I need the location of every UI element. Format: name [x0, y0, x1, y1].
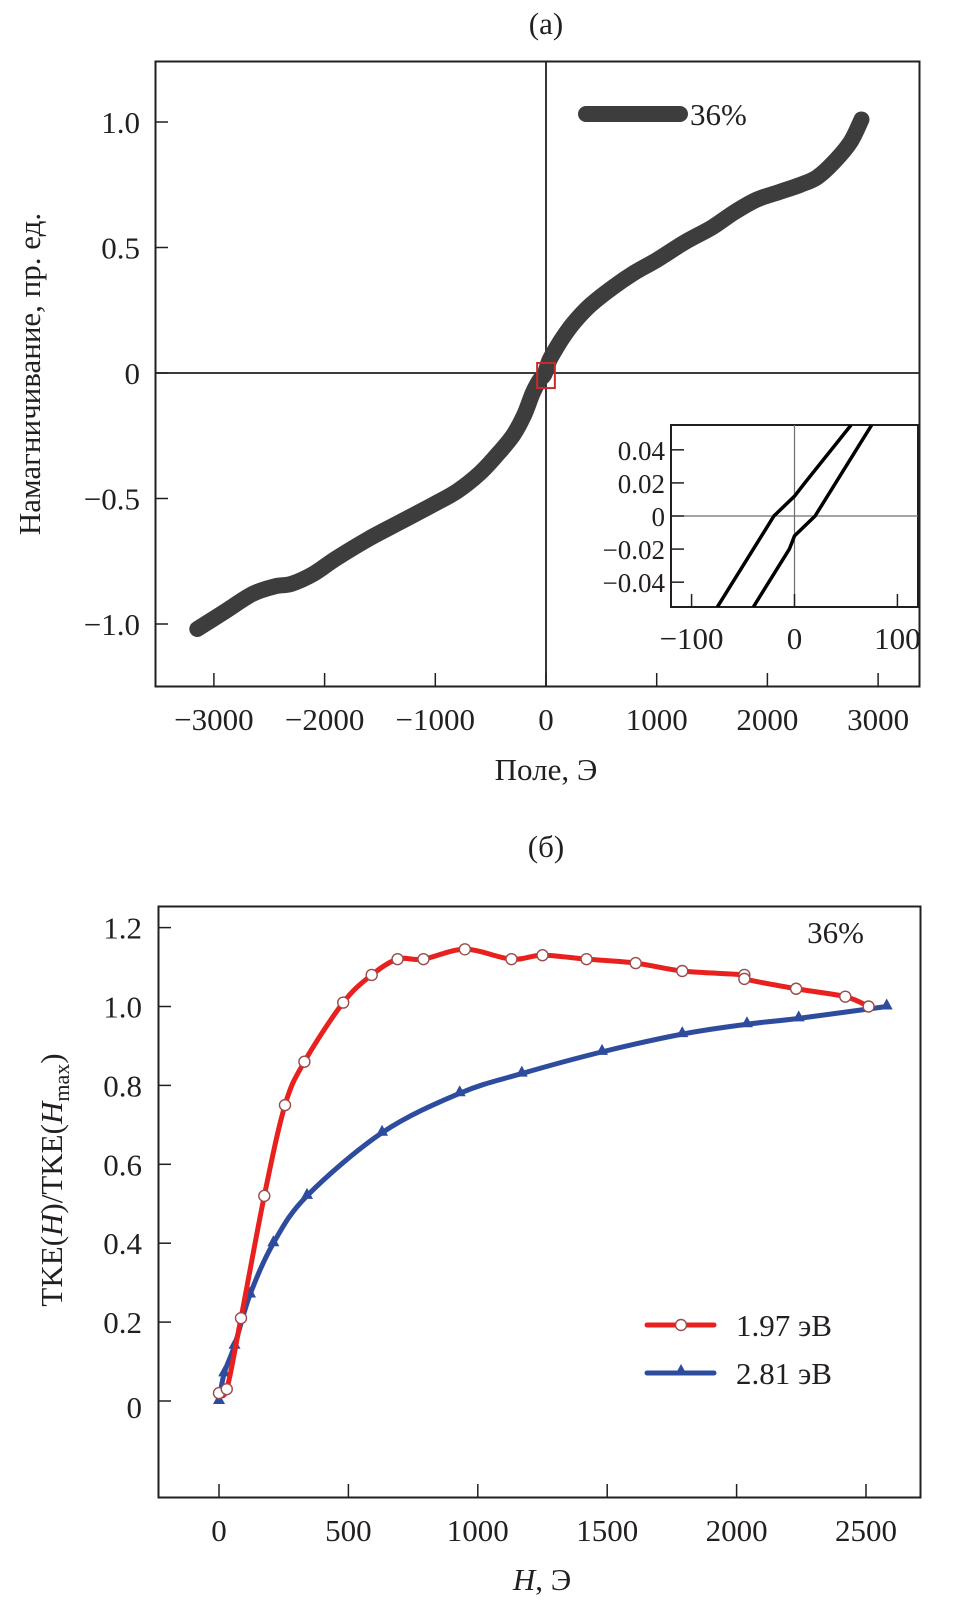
marker-triangle — [515, 1065, 528, 1077]
x-tick-label: −2000 — [285, 702, 364, 737]
panel-a-label: (a) — [529, 6, 563, 41]
panel-b-annotation: 36% — [807, 915, 864, 950]
marker-open-circle — [278, 1098, 292, 1112]
series-line-36pct — [189, 111, 870, 638]
panel-b-ticks: 0 500 1000 1500 2000 2500 0 0.2 0.4 0.6 0.8 1.0 1.2 — [103, 911, 897, 1548]
inset-x-tick-label: 100 — [874, 621, 921, 656]
marker-open-circle — [738, 972, 751, 986]
panel-a-plot-frame — [154, 60, 921, 688]
panel-b-xlabel-rest: , Э — [535, 1562, 571, 1597]
marker-triangle — [376, 1124, 389, 1136]
ylabel-part: ) — [34, 1053, 69, 1063]
marker-triangle — [453, 1085, 466, 1097]
x-tick-label: 1500 — [576, 1513, 638, 1548]
y-tick-label: −1.0 — [84, 607, 140, 642]
marker-open-circle — [505, 952, 518, 966]
marker-open-circle — [365, 968, 378, 982]
panel-b-xlabel: H, Э — [512, 1562, 571, 1597]
y-tick-label: −0.5 — [84, 482, 140, 517]
y-tick-label: 1.0 — [101, 105, 140, 140]
y-tick-label: 0.6 — [103, 1147, 142, 1182]
y-tick-label: 0.2 — [103, 1305, 142, 1340]
inset-x-tick-label: −100 — [660, 621, 724, 656]
inset-x-tick-label: 0 — [787, 621, 803, 656]
panel-a-inset: −100 0 1000.040.020−0.02−0.04 — [603, 424, 921, 656]
marker-triangle — [740, 1016, 753, 1028]
ylabel-part: H — [34, 1212, 69, 1237]
y-tick-label: 0.5 — [101, 231, 140, 266]
x-tick-label: 1000 — [447, 1513, 509, 1548]
panel-b-label: (б) — [528, 829, 564, 864]
legend-label-1-97: 1.97 эВ — [736, 1308, 832, 1343]
x-tick-label: −3000 — [174, 702, 253, 737]
inset-y-tick-label: 0 — [652, 502, 666, 532]
marker-open-circle — [676, 964, 689, 978]
y-tick-label: 1.2 — [103, 911, 142, 946]
y-tick-label: 0.4 — [103, 1226, 142, 1261]
legend-label-36pct: 36% — [690, 97, 747, 132]
ylabel-part: H — [34, 1100, 69, 1125]
panel-b-plot-frame — [157, 905, 922, 1499]
legend-marker-open-circle — [674, 1318, 688, 1332]
marker-triangle — [676, 1026, 689, 1038]
panel-a-ylabel: Намагничивание, пр. ед. — [12, 213, 47, 535]
marker-triangle — [792, 1010, 805, 1022]
marker-open-circle — [337, 996, 350, 1009]
marker-triangle — [596, 1043, 609, 1055]
ylabel-part: )/TKE( — [34, 1124, 69, 1214]
inset-series-line — [751, 425, 874, 607]
y-tick-label: 0.8 — [103, 1068, 142, 1103]
marker-open-circle — [417, 952, 430, 966]
x-tick-label: 500 — [325, 1513, 372, 1548]
marker-triangle — [267, 1235, 280, 1247]
panel-b-ylabel: TKE(H)/TKE(Hmax) — [34, 1053, 74, 1306]
inset-y-tick-label: 0.02 — [618, 469, 665, 499]
panel-a-xlabel: Поле, Э — [495, 752, 598, 787]
x-tick-label: 0 — [538, 702, 554, 737]
panel-a-ticks: −3000 −2000 −1000 0 1000 2000 3000−1.0−0.500.5… — [84, 105, 909, 737]
x-tick-label: 2500 — [835, 1513, 897, 1548]
marker-open-circle — [839, 990, 852, 1003]
panel-b-series — [212, 943, 893, 1404]
x-tick-label: 1000 — [626, 702, 688, 737]
marker-triangle — [300, 1187, 313, 1199]
x-tick-label: 3000 — [847, 702, 909, 737]
inset-y-tick-label: −0.04 — [603, 568, 666, 598]
y-tick-label: 1.0 — [103, 990, 142, 1025]
panel-b-legend: 1.97 эВ 2.81 эВ — [644, 1308, 832, 1391]
x-tick-label: −1000 — [396, 702, 475, 737]
marker-open-circle — [391, 952, 404, 966]
y-tick-label: 0 — [127, 1390, 143, 1425]
panel-a-series — [189, 111, 870, 638]
marker-triangle — [880, 998, 893, 1010]
inset-series-line — [715, 425, 853, 607]
ylabel-part: TKE( — [34, 1236, 69, 1307]
panel-b: (б) 0 500 1000 1500 2000 2500 0 0.2 0.4 0.6 0.8 1.0… — [34, 829, 922, 1597]
ylabel-subscript: max — [49, 1064, 74, 1102]
panel-a-legend: 36% — [578, 97, 747, 132]
inset-y-tick-label: 0.04 — [618, 436, 666, 466]
marker-open-circle — [234, 1311, 248, 1325]
x-tick-label: 2000 — [706, 1513, 768, 1548]
marker-triangle — [218, 1365, 231, 1377]
marker-open-circle — [580, 952, 593, 966]
x-tick-label: 0 — [211, 1513, 227, 1548]
legend-marker-triangle — [675, 1364, 687, 1375]
y-tick-label: 0 — [125, 356, 141, 391]
x-tick-label: 2000 — [736, 702, 798, 737]
marker-open-circle — [298, 1055, 311, 1068]
marker-open-circle — [536, 949, 549, 962]
legend-label-2-81: 2.81 эВ — [736, 1356, 832, 1391]
panel-a: (a) −3000 −2000 −1000 0 1000 2000 3000−1.0−0.5… — [12, 6, 921, 787]
panel-b-xlabel-italic: H — [512, 1562, 537, 1597]
inset-y-tick-label: −0.02 — [603, 535, 665, 565]
zoom-region-box — [536, 361, 556, 390]
marker-open-circle — [258, 1189, 271, 1203]
marker-open-circle — [458, 943, 472, 956]
marker-open-circle — [862, 1000, 875, 1013]
marker-open-circle — [220, 1382, 233, 1396]
marker-open-circle — [629, 956, 642, 970]
marker-open-circle — [789, 982, 803, 995]
